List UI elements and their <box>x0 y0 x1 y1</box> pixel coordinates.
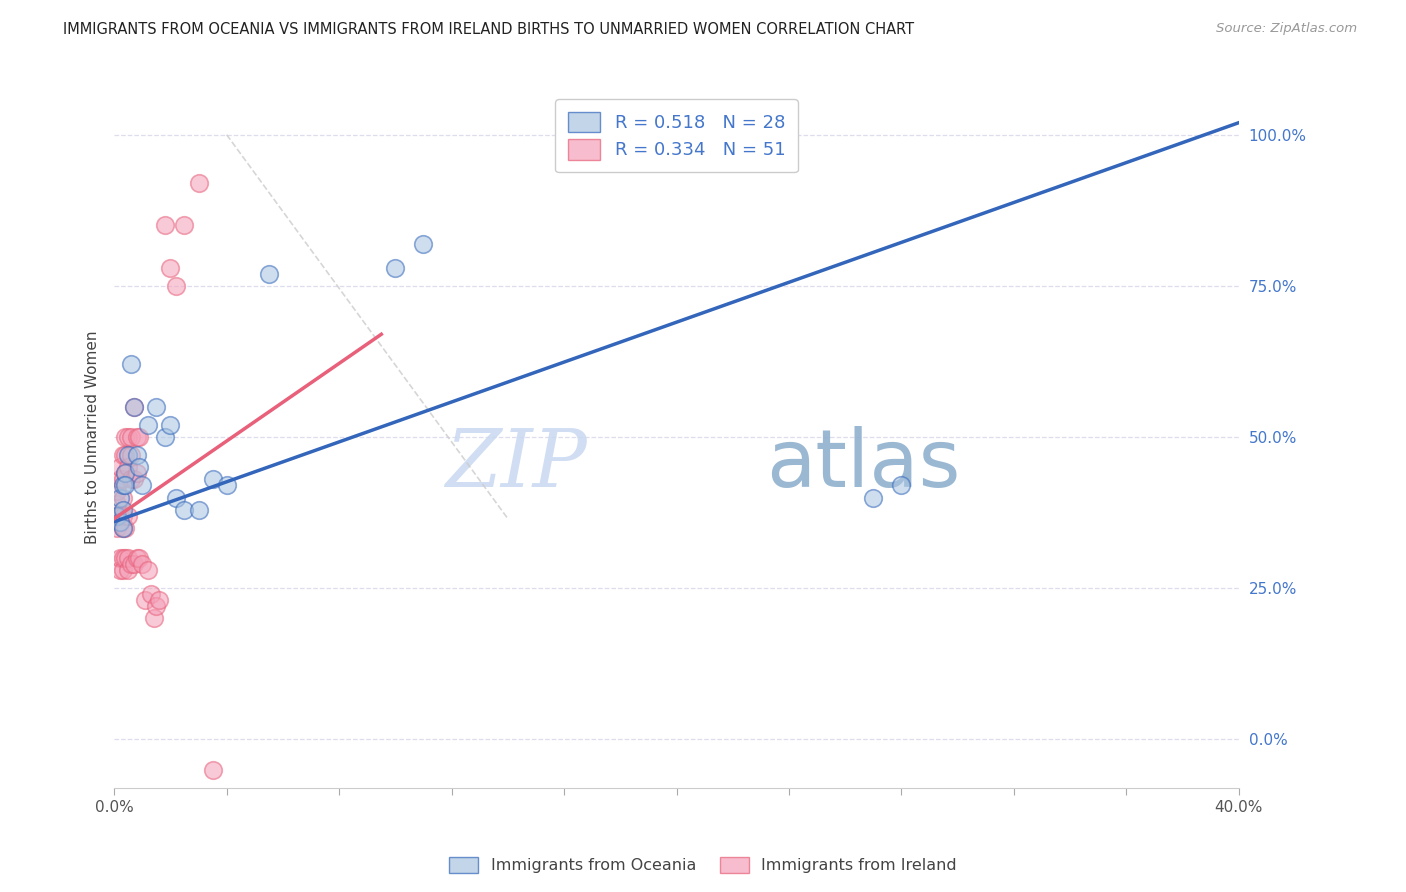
Immigrants from Ireland <box>105 484 128 499</box>
Immigrants from Ireland <box>111 551 134 566</box>
Immigrants from Ireland <box>117 563 139 577</box>
Immigrants from Ireland <box>131 557 153 571</box>
Immigrants from Ireland <box>117 460 139 475</box>
Immigrants from Oceania <box>125 448 148 462</box>
Immigrants from Oceania <box>114 478 136 492</box>
Immigrants from Oceania <box>114 467 136 481</box>
Immigrants from Ireland <box>139 587 162 601</box>
Immigrants from Oceania <box>111 521 134 535</box>
Immigrants from Ireland <box>120 472 142 486</box>
Immigrants from Ireland <box>114 448 136 462</box>
Immigrants from Ireland <box>201 763 224 777</box>
Immigrants from Ireland <box>108 460 131 475</box>
Immigrants from Ireland <box>125 551 148 566</box>
Immigrants from Oceania <box>128 460 150 475</box>
Immigrants from Ireland <box>114 430 136 444</box>
Legend: R = 0.518   N = 28, R = 0.334   N = 51: R = 0.518 N = 28, R = 0.334 N = 51 <box>555 99 799 172</box>
Immigrants from Ireland <box>114 521 136 535</box>
Text: atlas: atlas <box>766 426 960 504</box>
Immigrants from Ireland <box>117 508 139 523</box>
Legend: Immigrants from Oceania, Immigrants from Ireland: Immigrants from Oceania, Immigrants from… <box>443 850 963 880</box>
Immigrants from Oceania <box>412 236 434 251</box>
Immigrants from Ireland <box>111 472 134 486</box>
Immigrants from Oceania <box>145 400 167 414</box>
Immigrants from Ireland <box>108 472 131 486</box>
Immigrants from Ireland <box>153 219 176 233</box>
Immigrants from Oceania <box>159 417 181 432</box>
Immigrants from Ireland <box>159 260 181 275</box>
Immigrants from Oceania <box>136 417 159 432</box>
Immigrants from Ireland <box>128 551 150 566</box>
Immigrants from Oceania <box>384 260 406 275</box>
Immigrants from Ireland <box>105 497 128 511</box>
Immigrants from Ireland <box>142 611 165 625</box>
Immigrants from Oceania <box>122 400 145 414</box>
Immigrants from Ireland <box>105 508 128 523</box>
Immigrants from Oceania <box>215 478 238 492</box>
Immigrants from Ireland <box>114 551 136 566</box>
Immigrants from Ireland <box>128 430 150 444</box>
Immigrants from Oceania <box>187 502 209 516</box>
Immigrants from Oceania <box>111 502 134 516</box>
Immigrants from Ireland <box>111 563 134 577</box>
Immigrants from Ireland <box>111 521 134 535</box>
Immigrants from Ireland <box>111 448 134 462</box>
Text: ZIP: ZIP <box>444 426 586 504</box>
Immigrants from Ireland <box>165 279 187 293</box>
Immigrants from Ireland <box>122 557 145 571</box>
Immigrants from Ireland <box>111 508 134 523</box>
Immigrants from Ireland <box>148 593 170 607</box>
Immigrants from Oceania <box>111 478 134 492</box>
Immigrants from Oceania <box>108 515 131 529</box>
Immigrants from Ireland <box>114 467 136 481</box>
Immigrants from Ireland <box>120 448 142 462</box>
Text: Source: ZipAtlas.com: Source: ZipAtlas.com <box>1216 22 1357 36</box>
Immigrants from Ireland <box>122 472 145 486</box>
Immigrants from Oceania <box>117 448 139 462</box>
Immigrants from Oceania <box>153 430 176 444</box>
Immigrants from Ireland <box>125 467 148 481</box>
Immigrants from Ireland <box>108 563 131 577</box>
Immigrants from Oceania <box>201 472 224 486</box>
Immigrants from Oceania <box>173 502 195 516</box>
Immigrants from Ireland <box>125 430 148 444</box>
Immigrants from Ireland <box>108 551 131 566</box>
Immigrants from Ireland <box>134 593 156 607</box>
Text: IMMIGRANTS FROM OCEANIA VS IMMIGRANTS FROM IRELAND BIRTHS TO UNMARRIED WOMEN COR: IMMIGRANTS FROM OCEANIA VS IMMIGRANTS FR… <box>63 22 914 37</box>
Immigrants from Oceania <box>890 478 912 492</box>
Immigrants from Oceania <box>862 491 884 505</box>
Immigrants from Oceania <box>131 478 153 492</box>
Immigrants from Oceania <box>257 267 280 281</box>
Immigrants from Ireland <box>111 491 134 505</box>
Immigrants from Ireland <box>117 430 139 444</box>
Immigrants from Oceania <box>105 508 128 523</box>
Immigrants from Ireland <box>120 557 142 571</box>
Immigrants from Ireland <box>145 599 167 614</box>
Immigrants from Oceania <box>120 358 142 372</box>
Y-axis label: Births to Unmarried Women: Births to Unmarried Women <box>86 330 100 544</box>
Immigrants from Ireland <box>120 430 142 444</box>
Immigrants from Ireland <box>173 219 195 233</box>
Immigrants from Ireland <box>122 400 145 414</box>
Immigrants from Oceania <box>108 491 131 505</box>
Immigrants from Ireland <box>117 551 139 566</box>
Immigrants from Ireland <box>187 176 209 190</box>
Immigrants from Ireland <box>105 521 128 535</box>
Immigrants from Ireland <box>108 508 131 523</box>
Immigrants from Ireland <box>136 563 159 577</box>
Immigrants from Oceania <box>165 491 187 505</box>
